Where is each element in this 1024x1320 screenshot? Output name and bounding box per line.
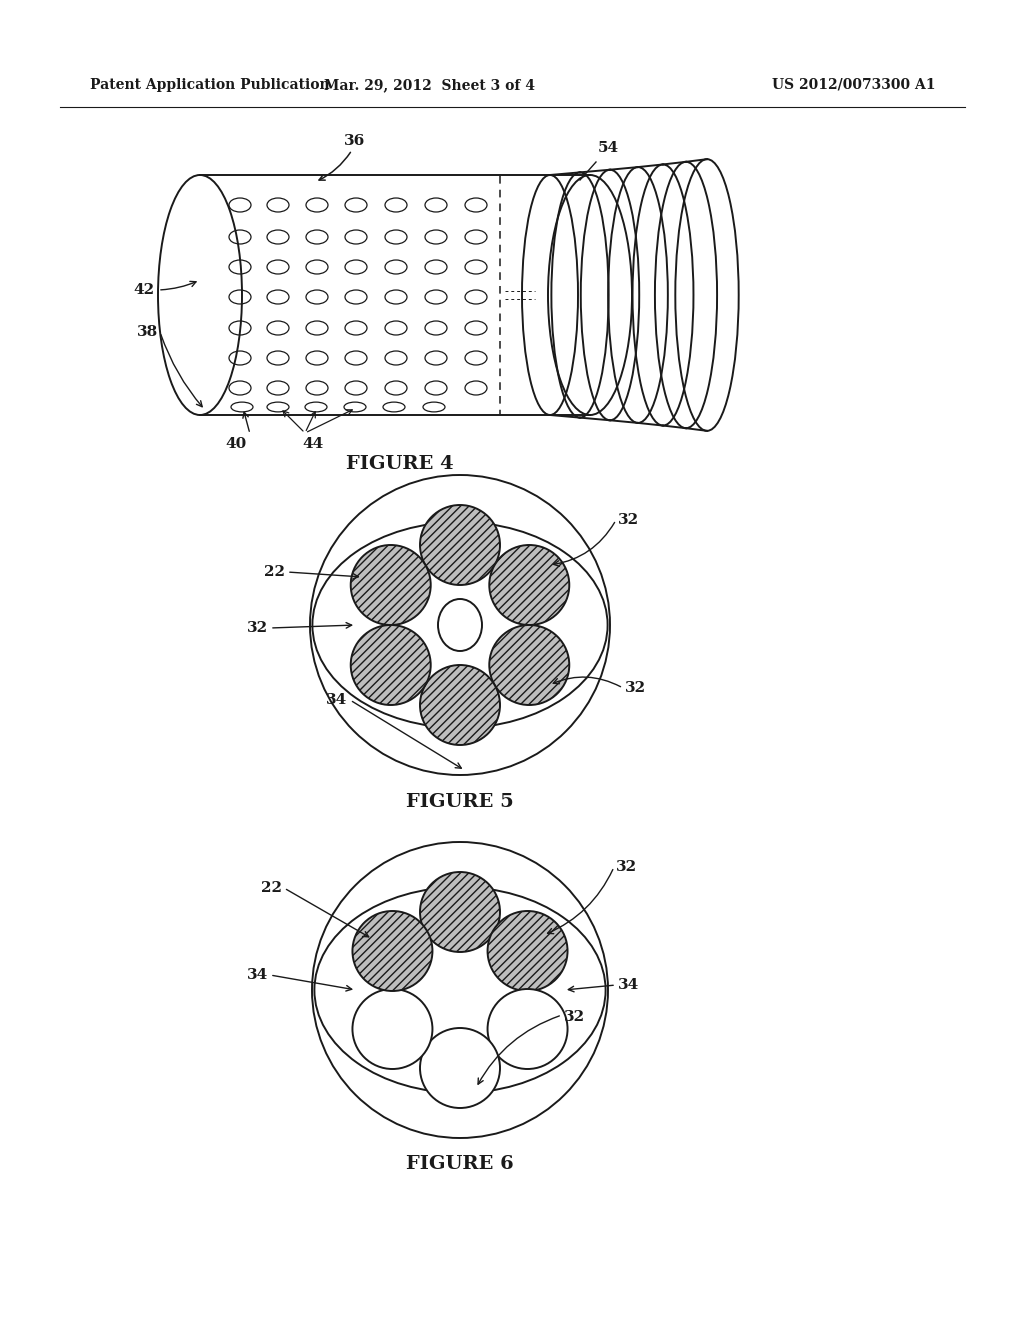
Text: 38: 38 [137,325,158,339]
Ellipse shape [352,989,432,1069]
Text: 32: 32 [616,861,637,874]
Ellipse shape [420,873,500,952]
Text: 22: 22 [264,565,285,579]
Text: 34: 34 [247,968,268,982]
Text: 36: 36 [344,135,366,148]
Ellipse shape [420,1028,500,1107]
Text: 32: 32 [625,681,646,696]
Text: 34: 34 [326,693,347,708]
Ellipse shape [438,599,482,651]
Ellipse shape [420,665,500,744]
Text: 32: 32 [564,1010,585,1024]
Ellipse shape [489,624,569,705]
Text: FIGURE 5: FIGURE 5 [407,793,514,810]
Text: 54: 54 [598,141,620,154]
Text: 40: 40 [225,437,247,451]
Text: 42: 42 [134,282,155,297]
Text: Mar. 29, 2012  Sheet 3 of 4: Mar. 29, 2012 Sheet 3 of 4 [325,78,536,92]
Text: FIGURE 4: FIGURE 4 [346,455,454,473]
Text: Patent Application Publication: Patent Application Publication [90,78,330,92]
Ellipse shape [548,176,632,414]
Ellipse shape [489,545,569,624]
Text: FIGURE 6: FIGURE 6 [407,1155,514,1173]
Ellipse shape [350,624,431,705]
Ellipse shape [487,911,567,991]
Text: 22: 22 [261,880,282,895]
Text: 44: 44 [302,437,324,451]
Text: US 2012/0073300 A1: US 2012/0073300 A1 [771,78,935,92]
Ellipse shape [352,911,432,991]
Ellipse shape [420,506,500,585]
Text: 34: 34 [618,978,639,993]
Text: 32: 32 [618,513,639,527]
Ellipse shape [487,989,567,1069]
Ellipse shape [350,545,431,624]
Text: 32: 32 [247,620,268,635]
Ellipse shape [158,176,242,414]
